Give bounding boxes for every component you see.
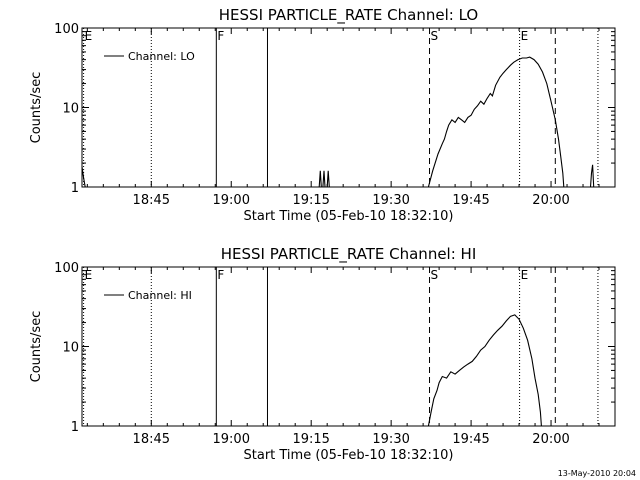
event-marker-label: S (431, 29, 439, 43)
x-tick-label: 19:45 (452, 193, 489, 208)
y-tick-label: 100 (54, 22, 79, 37)
legend-label: Channel: HI (128, 289, 192, 302)
y-tick-label: 100 (54, 261, 79, 276)
event-marker-label: F (217, 29, 224, 43)
event-marker-label: E (85, 268, 93, 282)
event-marker-label: E (521, 268, 529, 282)
x-tick-label: 19:15 (292, 193, 329, 208)
event-marker-label: S (431, 268, 439, 282)
x-tick-label: 20:00 (532, 193, 569, 208)
legend-label: Channel: LO (128, 50, 195, 63)
x-tick-label: 19:15 (292, 432, 329, 447)
x-tick-label: 19:45 (452, 432, 489, 447)
date-stamp: 13-May-2010 20:04 (557, 469, 636, 478)
x-tick-label: 18:45 (133, 193, 170, 208)
y-tick-label: 10 (62, 102, 79, 117)
x-tick-label: 20:00 (532, 432, 569, 447)
x-axis-label: Start Time (05-Feb-10 18:32:10) (244, 448, 454, 463)
event-marker-label: F (217, 268, 224, 282)
chart-panel-lo: HESSI PARTICLE_RATE Channel: LO 18:45 19:0… (29, 6, 616, 224)
y-axis-label: Counts/sec (29, 311, 44, 383)
y-tick-label: 1 (71, 181, 79, 196)
event-marker-label: E (521, 29, 529, 43)
x-tick-label: 19:30 (372, 432, 409, 447)
x-tick-label: 18:45 (133, 432, 170, 447)
y-tick-label: 10 (62, 341, 79, 356)
chart-title: HESSI PARTICLE_RATE Channel: LO (219, 6, 478, 25)
y-tick-label: 1 (71, 420, 79, 435)
chart-title: HESSI PARTICLE_RATE Channel: HI (221, 245, 477, 264)
x-axis-label: Start Time (05-Feb-10 18:32:10) (244, 209, 454, 224)
series-line (427, 314, 542, 427)
event-marker-label: E (85, 29, 93, 43)
chart-panel-hi: HESSI PARTICLE_RATE Channel: HI 18:45 19:0… (29, 245, 616, 463)
x-tick-label: 19:00 (213, 193, 250, 208)
x-tick-label: 19:30 (372, 193, 409, 208)
x-tick-label: 19:00 (213, 432, 250, 447)
y-axis-label: Counts/sec (29, 72, 44, 144)
series-line (81, 56, 595, 188)
